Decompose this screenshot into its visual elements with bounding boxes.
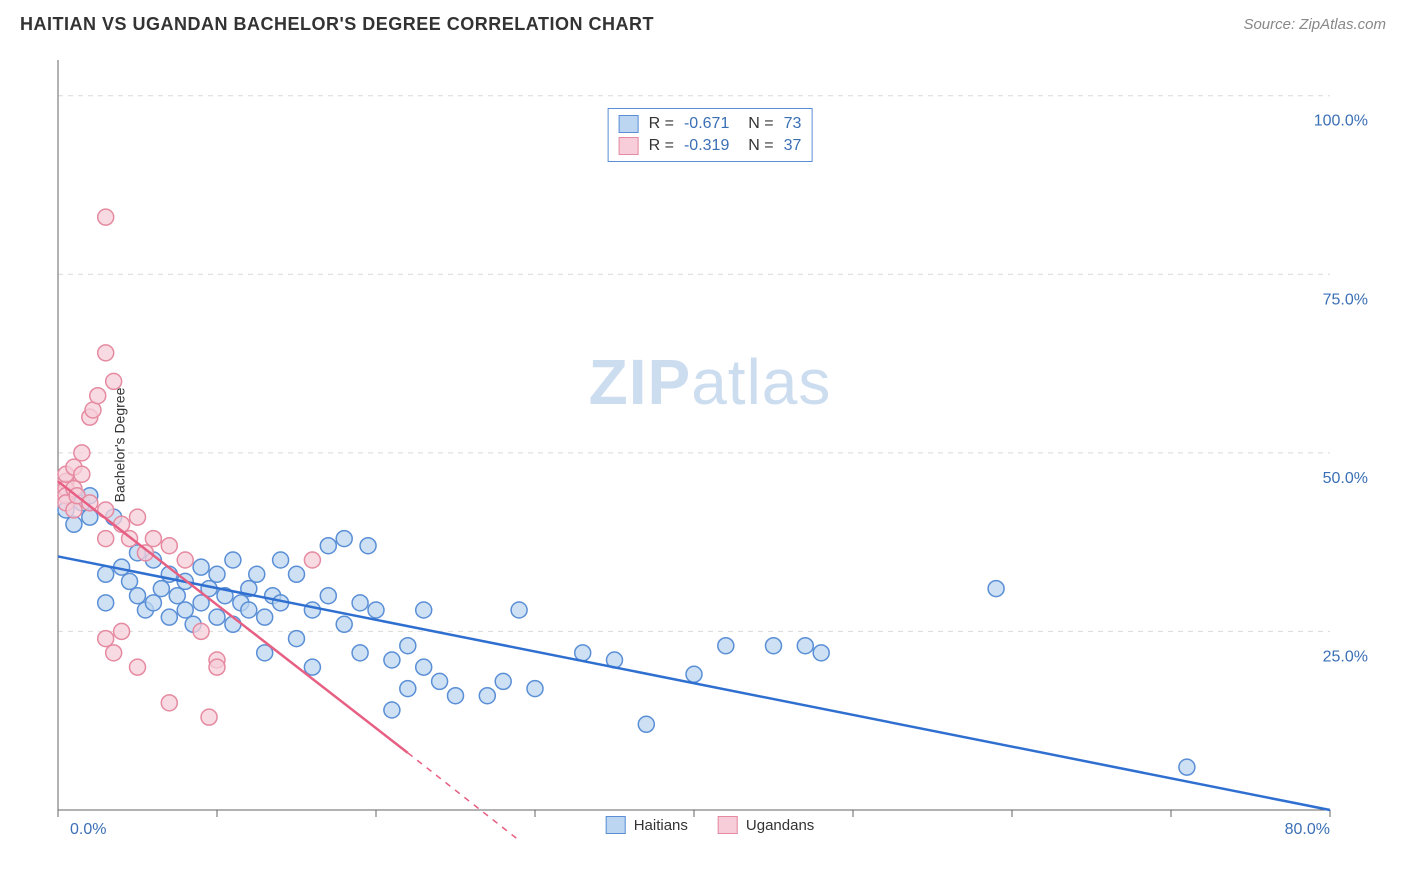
- chart-header: HAITIAN VS UGANDAN BACHELOR'S DEGREE COR…: [0, 0, 1406, 43]
- n-value: 37: [784, 137, 802, 155]
- legend-stats: R = -0.671 N = 73 R = -0.319 N = 37: [608, 108, 813, 162]
- legend-series: Haitians Ugandans: [606, 816, 815, 834]
- stat-label: R =: [649, 137, 674, 155]
- r-value: -0.671: [684, 115, 729, 133]
- chart-area: 25.0% 50.0% 75.0% 100.0% 0.0% 80.0% Bachelor'…: [50, 50, 1370, 840]
- source-attribution: Source: ZipAtlas.com: [1243, 16, 1386, 33]
- legend-label: Haitians: [634, 817, 688, 834]
- scatter-chart: 25.0% 50.0% 75.0% 100.0% 0.0% 80.0%: [50, 50, 1370, 840]
- svg-text:25.0%: 25.0%: [1323, 648, 1368, 665]
- svg-text:0.0%: 0.0%: [70, 821, 106, 838]
- svg-text:100.0%: 100.0%: [1314, 113, 1368, 130]
- svg-text:80.0%: 80.0%: [1285, 821, 1330, 838]
- r-value: -0.319: [684, 137, 729, 155]
- legend-item: Haitians: [606, 816, 688, 834]
- svg-text:75.0%: 75.0%: [1323, 291, 1368, 308]
- legend-swatch: [606, 816, 626, 834]
- stat-label: N =: [739, 115, 773, 133]
- stat-label: R =: [649, 115, 674, 133]
- legend-label: Ugandans: [746, 817, 814, 834]
- stat-label: N =: [739, 137, 773, 155]
- n-value: 73: [784, 115, 802, 133]
- legend-swatch: [619, 115, 639, 133]
- legend-swatch: [718, 816, 738, 834]
- legend-stats-row: R = -0.319 N = 37: [619, 135, 802, 157]
- legend-item: Ugandans: [718, 816, 814, 834]
- svg-text:50.0%: 50.0%: [1323, 470, 1368, 487]
- legend-stats-row: R = -0.671 N = 73: [619, 113, 802, 135]
- chart-title: HAITIAN VS UGANDAN BACHELOR'S DEGREE COR…: [20, 14, 654, 35]
- y-axis-label: Bachelor's Degree: [111, 388, 127, 503]
- legend-swatch: [619, 137, 639, 155]
